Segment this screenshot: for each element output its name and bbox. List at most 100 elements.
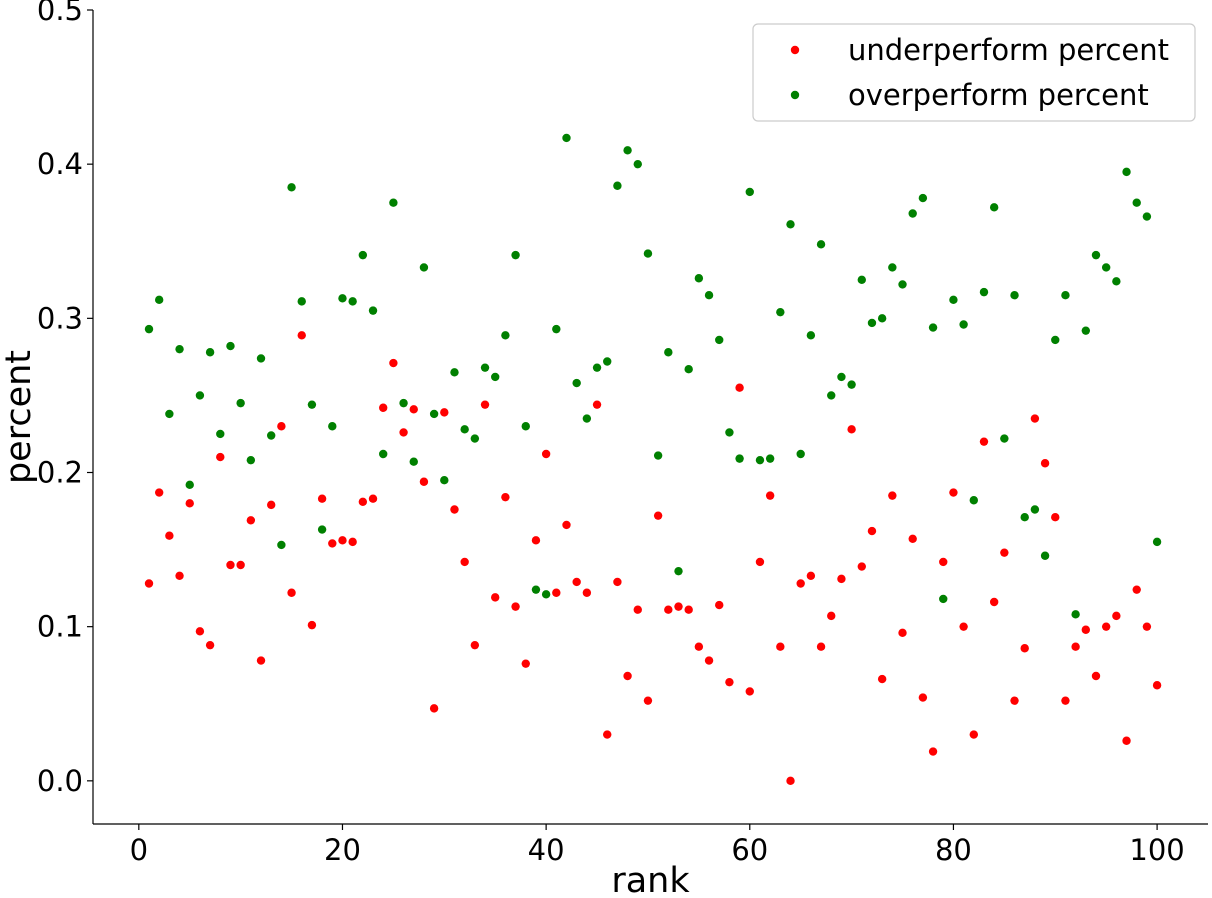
- data-point: [1061, 696, 1070, 705]
- data-point: [1101, 263, 1111, 272]
- data-point: [1101, 622, 1111, 631]
- data-point: [317, 525, 327, 534]
- data-point: [796, 449, 805, 459]
- data-point: [674, 602, 683, 611]
- data-point: [328, 422, 337, 431]
- data-point: [480, 400, 490, 409]
- data-point: [429, 409, 439, 419]
- data-point: [1051, 513, 1060, 522]
- data-point: [928, 323, 938, 332]
- data-point: [847, 425, 856, 434]
- y-axis-label: percent: [0, 350, 39, 484]
- data-point: [338, 536, 347, 545]
- data-point: [582, 588, 592, 597]
- data-point: [1091, 671, 1101, 681]
- data-point: [470, 434, 480, 443]
- data-point: [1010, 291, 1019, 300]
- data-point: [572, 577, 581, 587]
- data-point: [409, 405, 418, 414]
- data-point: [1030, 505, 1040, 514]
- data-point: [154, 295, 164, 305]
- data-point: [653, 511, 663, 520]
- data-point: [185, 499, 194, 508]
- data-point: [226, 560, 235, 570]
- data-point: [592, 363, 602, 372]
- data-point: [216, 429, 225, 439]
- data-point: [704, 291, 714, 300]
- data-point: [725, 428, 734, 437]
- data-point: [725, 677, 734, 687]
- data-point: [358, 250, 368, 260]
- x-tick-label: 0: [130, 833, 148, 867]
- data-point: [989, 203, 999, 212]
- x-tick-label: 40: [528, 833, 565, 867]
- data-point: [715, 335, 724, 345]
- data-point: [511, 250, 520, 260]
- data-point: [755, 455, 765, 465]
- data-point: [256, 656, 266, 665]
- data-point: [419, 477, 429, 486]
- data-point: [633, 605, 642, 614]
- data-point: [979, 287, 989, 297]
- data-point: [949, 488, 958, 497]
- data-point: [165, 409, 174, 419]
- data-point: [338, 294, 347, 303]
- data-point: [195, 627, 205, 636]
- data-point: [389, 198, 398, 207]
- series-overperform: [144, 133, 1162, 619]
- data-point: [745, 187, 754, 197]
- data-point: [399, 428, 408, 437]
- data-point: [552, 324, 561, 334]
- data-point: [684, 605, 693, 614]
- data-point: [613, 181, 622, 190]
- data-point: [765, 491, 775, 500]
- data-point: [867, 318, 877, 328]
- data-point: [368, 306, 378, 315]
- data-point: [216, 452, 225, 462]
- x-axis-label: rank: [611, 861, 690, 898]
- data-point: [959, 622, 968, 631]
- data-point: [511, 602, 520, 611]
- data-point: [1040, 551, 1050, 560]
- x-tick-label: 100: [1129, 833, 1184, 867]
- data-point: [837, 372, 846, 382]
- data-point: [154, 488, 164, 497]
- legend-label-underperform: underperform percent: [848, 33, 1169, 67]
- data-point: [491, 372, 500, 382]
- data-point: [572, 378, 581, 388]
- data-point: [1071, 610, 1080, 619]
- data-point: [1071, 642, 1080, 651]
- legend-marker-underperform: [790, 45, 800, 55]
- data-point: [653, 451, 663, 460]
- data-point: [531, 536, 541, 545]
- data-point: [419, 263, 429, 272]
- x-tick-label: 60: [731, 833, 768, 867]
- data-point: [1000, 434, 1009, 443]
- data-point: [755, 557, 765, 567]
- data-point: [297, 331, 306, 340]
- data-point: [297, 297, 306, 306]
- data-point: [389, 358, 398, 368]
- data-point: [562, 520, 571, 530]
- axes: 0 20 40 60 80 100 0.0 0.1 0.2 0.3 0.4 0.5: [37, 0, 1208, 867]
- data-point: [501, 492, 510, 502]
- data-point: [429, 704, 439, 713]
- data-point: [531, 585, 541, 594]
- data-point: [582, 414, 592, 423]
- data-point: [796, 579, 805, 588]
- data-point: [715, 600, 724, 610]
- x-tick-label: 20: [324, 833, 361, 867]
- data-point: [409, 457, 418, 466]
- data-point: [1112, 277, 1121, 286]
- data-point: [144, 579, 154, 588]
- data-point: [643, 696, 653, 705]
- data-point: [939, 557, 948, 567]
- data-point: [287, 183, 296, 192]
- data-point: [1142, 212, 1152, 221]
- data-point: [928, 747, 938, 756]
- data-point: [633, 159, 642, 169]
- data-point: [776, 642, 785, 651]
- data-point: [684, 365, 693, 374]
- data-point: [735, 383, 744, 392]
